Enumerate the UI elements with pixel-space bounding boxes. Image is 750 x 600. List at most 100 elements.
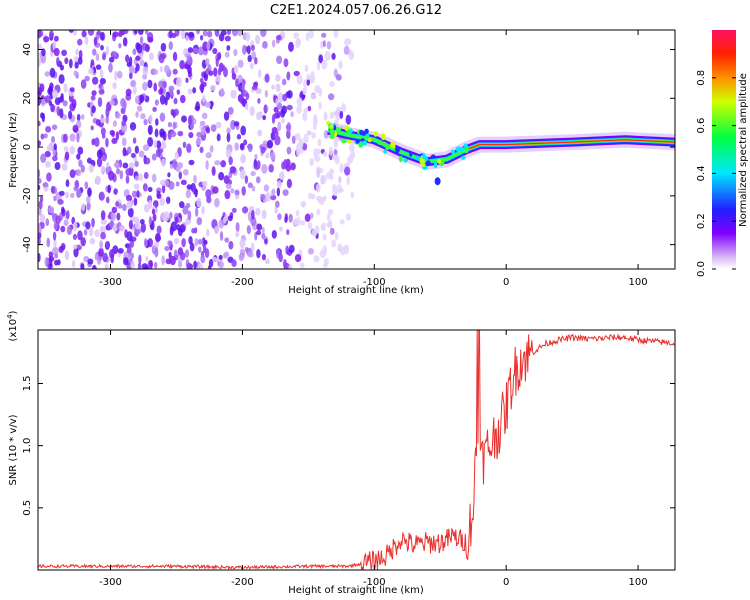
noise-cell — [64, 151, 70, 161]
noise-cell — [308, 30, 314, 39]
noise-cell — [307, 221, 313, 230]
signal-speckle — [420, 162, 426, 167]
snr-x-axis: -300 -200 -100 0 100 — [99, 330, 648, 588]
noise-cell — [332, 187, 338, 197]
noise-cell — [170, 130, 177, 138]
noise-cell — [202, 239, 208, 246]
snr-y-tick-label: 0.5 — [22, 500, 33, 516]
noise-cell — [104, 263, 109, 269]
noise-cell — [80, 237, 86, 247]
noise-cell — [110, 211, 116, 220]
figure-title: C2E1.2024.057.06.26.G12 — [270, 3, 442, 18]
noise-cell — [214, 197, 220, 208]
noise-cell — [321, 59, 328, 70]
noise-cell — [225, 183, 232, 190]
noise-cell — [178, 201, 185, 209]
noise-cell — [43, 35, 50, 43]
noise-cell — [316, 208, 321, 216]
noise-cell — [199, 83, 205, 92]
noise-cell — [245, 31, 251, 42]
noise-cell — [108, 56, 115, 63]
noise-cell — [206, 41, 211, 51]
noise-cell — [167, 121, 173, 128]
noise-cell — [288, 244, 295, 254]
noise-cell — [99, 31, 105, 41]
noise-cell — [107, 184, 111, 194]
noise-cell — [156, 140, 162, 149]
noise-cell — [39, 213, 46, 223]
noise-cell — [168, 85, 175, 92]
noise-cell — [176, 162, 184, 169]
noise-cell — [242, 206, 249, 214]
noise-cell — [38, 207, 42, 216]
spectrogram-x-tick-label: -200 — [231, 277, 254, 288]
noise-cell — [115, 201, 120, 207]
noise-cell — [72, 124, 79, 133]
noise-cell — [138, 254, 142, 264]
noise-cell — [38, 30, 44, 38]
snr-x-tick-label: 100 — [629, 577, 648, 588]
noise-cell — [73, 30, 77, 36]
noise-cell — [46, 237, 51, 248]
noise-cell — [125, 168, 132, 176]
signal-speckle — [341, 138, 347, 144]
noise-cell — [88, 67, 94, 75]
noise-cell — [196, 131, 203, 138]
noise-cell — [105, 137, 109, 148]
noise-cell — [319, 249, 326, 258]
noise-cell — [311, 132, 316, 139]
noise-cell — [105, 107, 110, 117]
noise-cell — [59, 64, 65, 71]
noise-cell — [100, 210, 106, 221]
noise-cell — [168, 30, 173, 39]
noise-cell — [72, 233, 78, 241]
noise-cell — [231, 207, 237, 213]
noise-cell — [213, 67, 218, 77]
noise-cell — [326, 171, 333, 180]
noise-cell — [275, 200, 280, 208]
noise-cell — [128, 219, 133, 230]
noise-cell — [98, 247, 104, 257]
noise-cell — [239, 169, 246, 180]
noise-cell — [73, 221, 78, 232]
noise-cell — [251, 51, 257, 60]
signal-speckle — [355, 139, 360, 144]
noise-cell — [317, 148, 321, 155]
noise-cell — [226, 132, 231, 143]
noise-cell — [228, 240, 234, 250]
noise-cell — [260, 146, 266, 154]
noise-cell — [113, 162, 120, 168]
noise-cell — [215, 57, 219, 68]
noise-cell — [208, 259, 214, 268]
noise-cell — [337, 243, 343, 251]
noise-cell — [86, 157, 92, 164]
noise-cell — [225, 148, 232, 159]
noise-cell — [72, 244, 78, 250]
spectrogram-frame — [37, 29, 676, 270]
noise-cell — [234, 189, 240, 196]
noise-cell — [279, 226, 283, 232]
noise-cell — [49, 30, 54, 39]
noise-cell — [99, 240, 103, 249]
spectrogram-x-axis: -300 -200 -100 0 100 — [99, 30, 648, 288]
noise-cell — [102, 53, 106, 61]
noise-cell — [196, 217, 203, 226]
noise-cell — [123, 257, 129, 266]
noise-cell — [65, 191, 70, 199]
noise-cell — [347, 155, 354, 165]
noise-cell — [73, 70, 78, 77]
noise-cell — [167, 172, 171, 178]
noise-cell — [322, 40, 326, 48]
noise-cell — [99, 68, 104, 79]
signal-speckle — [347, 139, 352, 144]
noise-cell — [147, 186, 153, 193]
noise-cell — [286, 146, 292, 155]
noise-cell — [118, 42, 122, 49]
noise-cell — [316, 61, 321, 71]
noise-cell — [63, 219, 69, 226]
noise-cell — [329, 80, 335, 87]
noise-cell — [57, 199, 64, 205]
noise-cell — [310, 93, 317, 100]
noise-cell — [205, 160, 209, 170]
noise-cell — [143, 171, 149, 180]
